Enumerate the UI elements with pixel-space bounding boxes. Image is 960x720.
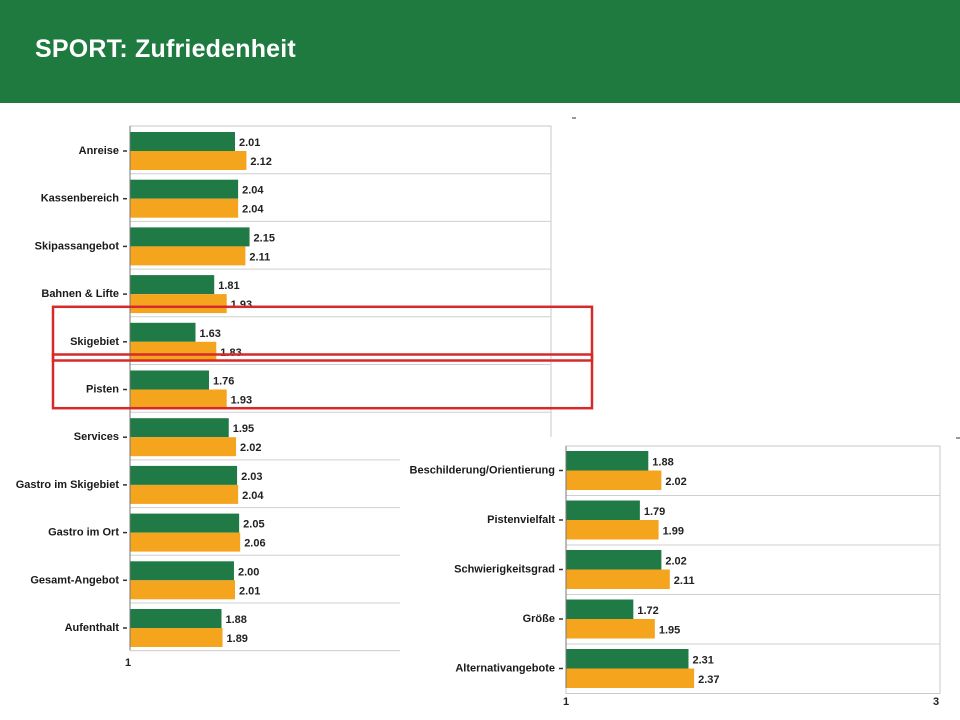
bar-series-a [566,500,640,520]
bar-series-b [130,628,223,647]
data-label: 1.88 [225,614,246,626]
data-label: 2.11 [674,575,695,587]
x-tick-label: 1 [563,696,569,708]
category-label: Schwierigkeitsgrad [454,564,555,576]
data-label: 1.99 [663,526,684,538]
bar-series-a [566,550,662,570]
bar-series-b [130,246,246,266]
bar-series-b [130,389,227,409]
data-label: 1.81 [218,280,239,292]
bar-series-b [130,484,239,504]
bar-series-b [566,520,659,540]
data-label: 2.15 [254,232,275,244]
bar-series-a [130,179,239,199]
bar-series-b [130,532,241,552]
category-label: Größe [523,613,555,625]
data-label: 1.79 [644,506,665,518]
category-label: Beschilderung/Orientierung [410,465,555,477]
bar-series-b [130,198,239,218]
data-label: 1.72 [637,605,658,617]
data-label: 2.03 [241,471,262,483]
bar-series-b [566,619,655,639]
data-label: 2.01 [239,585,260,597]
chart-2: Beschilderung/Orientierung 1.88 2.02 Pisten… [410,437,960,708]
header-bar: SPORT: Zufriedenheit [0,0,960,103]
bar-series-a [130,322,196,342]
data-label: 2.04 [242,204,264,216]
bar-series-b [130,151,247,170]
data-label: 2.11 [249,251,270,263]
category-label: Anreise [79,145,119,157]
data-label: 2.37 [698,674,719,686]
highlight-box [51,353,594,410]
bar-series-b [130,294,227,314]
data-label: 1.95 [233,423,254,435]
category-label: Services [74,431,119,443]
bar-series-a [130,370,210,390]
bar-series-a [130,275,215,295]
bar-series-a [130,609,222,628]
bar-series-a [566,599,634,619]
category-label: Gastro im Ort [48,527,119,539]
category-label: Skipassangebot [35,240,120,252]
data-label: 1.76 [213,376,234,388]
bar-series-b [566,569,670,589]
data-label: 1.88 [652,457,673,469]
bar-series-a [130,561,234,581]
page-title: SPORT: Zufriedenheit [35,35,296,63]
bar-series-b [130,437,237,457]
data-label: 2.02 [665,556,686,568]
data-label: 2.06 [244,538,265,550]
data-label: 1.63 [199,328,220,340]
data-label: 2.04 [242,490,264,502]
data-label: 1.93 [231,395,252,407]
category-label: Pistenvielfalt [487,514,555,526]
category-label: Gesamt-Angebot [30,574,119,586]
bar-series-a [130,465,238,485]
category-label: Aufenthalt [65,622,120,634]
bar-series-b [566,470,662,490]
bar-series-b [566,668,695,688]
bar-series-a [130,418,229,438]
bar-series-a [130,227,250,247]
category-label: Alternativangebote [455,663,555,675]
data-label: 2.02 [240,442,261,454]
data-label: 2.00 [238,566,259,578]
category-label: Pisten [86,384,119,396]
data-label: 1.93 [231,299,252,311]
data-label: 2.02 [665,476,686,488]
data-label: 2.05 [243,519,264,531]
category-label: Gastro im Skigebiet [16,479,120,491]
x-tick-label: 3 [933,696,939,708]
data-label: 1.95 [659,625,680,637]
category-label: Skigebiet [70,336,119,348]
data-label: 2.01 [239,137,260,149]
category-label: Kassenbereich [41,193,120,205]
highlight-box [51,305,594,362]
bar-series-b [130,341,217,361]
data-label: 2.31 [693,655,714,667]
bar-series-a [130,132,235,151]
bar-series-a [566,649,689,669]
category-label: Bahnen & Lifte [41,288,119,300]
data-label: 2.04 [242,185,264,197]
data-label: 1.83 [220,347,241,359]
data-label: 1.89 [227,633,248,645]
bar-series-b [130,580,235,600]
bar-series-a [566,451,649,471]
x-tick-label: 1 [125,657,131,669]
data-label: 2.12 [250,156,271,168]
bar-series-a [130,513,240,533]
